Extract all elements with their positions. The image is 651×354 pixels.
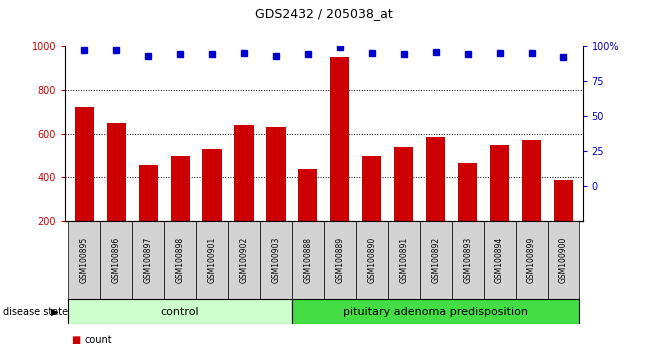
Text: GSM100900: GSM100900 — [559, 237, 568, 284]
Text: GSM100895: GSM100895 — [80, 237, 89, 283]
Bar — [356, 221, 388, 299]
Text: count: count — [85, 335, 112, 344]
Text: GSM100891: GSM100891 — [399, 237, 408, 283]
Bar — [266, 127, 286, 221]
Bar — [107, 123, 126, 221]
Bar — [298, 169, 318, 221]
Bar — [547, 221, 579, 299]
Bar — [68, 299, 292, 324]
Bar — [132, 221, 164, 299]
Bar — [554, 179, 573, 221]
Text: control: control — [161, 307, 199, 316]
Text: GSM100901: GSM100901 — [208, 237, 217, 283]
Bar — [164, 221, 196, 299]
Bar — [202, 149, 221, 221]
Bar — [458, 163, 477, 221]
Bar — [139, 165, 158, 221]
Bar — [426, 137, 445, 221]
Text: disease state: disease state — [3, 307, 68, 316]
Bar — [452, 221, 484, 299]
Bar — [420, 221, 452, 299]
Text: GSM100897: GSM100897 — [144, 237, 153, 283]
Text: ■: ■ — [72, 335, 81, 344]
Text: GSM100890: GSM100890 — [367, 237, 376, 283]
Text: GSM100889: GSM100889 — [335, 237, 344, 283]
Bar — [362, 155, 381, 221]
Bar — [234, 125, 254, 221]
Bar — [490, 144, 509, 221]
Text: GSM100893: GSM100893 — [463, 237, 472, 283]
Bar — [484, 221, 516, 299]
Bar — [196, 221, 228, 299]
Bar — [388, 221, 420, 299]
Bar — [330, 57, 350, 221]
Text: GSM100888: GSM100888 — [303, 237, 312, 283]
Bar — [292, 221, 324, 299]
Bar — [292, 299, 579, 324]
Bar — [68, 221, 100, 299]
Bar — [228, 221, 260, 299]
Bar — [324, 221, 356, 299]
Text: pituitary adenoma predisposition: pituitary adenoma predisposition — [343, 307, 528, 316]
Bar — [100, 221, 132, 299]
Text: GDS2432 / 205038_at: GDS2432 / 205038_at — [255, 7, 393, 20]
Text: ▶: ▶ — [51, 307, 59, 316]
Text: GSM100892: GSM100892 — [431, 237, 440, 283]
Bar — [171, 155, 189, 221]
Text: GSM100894: GSM100894 — [495, 237, 504, 283]
Bar — [75, 107, 94, 221]
Text: GSM100903: GSM100903 — [271, 237, 281, 284]
Bar — [260, 221, 292, 299]
Bar — [522, 140, 541, 221]
Text: GSM100896: GSM100896 — [112, 237, 120, 283]
Text: GSM100899: GSM100899 — [527, 237, 536, 283]
Bar — [394, 147, 413, 221]
Bar — [516, 221, 547, 299]
Text: GSM100898: GSM100898 — [176, 237, 185, 283]
Text: GSM100902: GSM100902 — [240, 237, 249, 283]
